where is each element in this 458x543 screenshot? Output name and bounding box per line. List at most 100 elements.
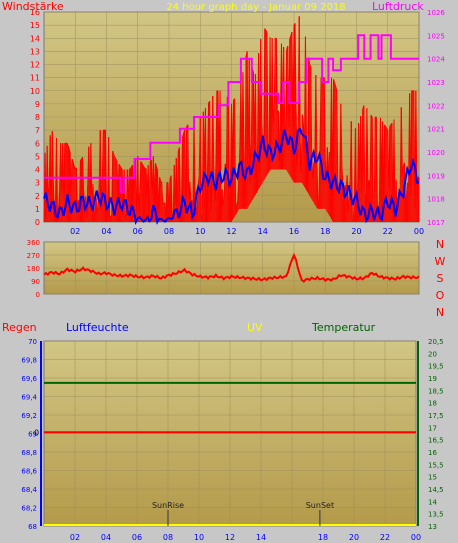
gust-mark — [222, 198, 225, 206]
gust-mark — [292, 25, 295, 127]
wind-tick-label: 11 — [30, 74, 40, 83]
gust-mark — [165, 182, 168, 220]
gust-mark — [351, 218, 354, 222]
gust-mark — [332, 79, 335, 198]
gust-mark — [323, 77, 326, 162]
hour-label: 00 — [414, 227, 424, 236]
gust-mark — [185, 126, 188, 210]
gust-mark — [168, 179, 171, 213]
wind-tick-label: 8 — [35, 113, 40, 122]
compass-label: N — [436, 306, 444, 319]
sun-annotations: SunRise SunSet — [152, 501, 334, 526]
hour-label: 10 — [194, 533, 204, 542]
climate-chart: 68 68,2 68,4 68,6 68,8 69 69,2 69,4 69,6 69,8 70 1… — [21, 338, 443, 542]
gust-mark — [209, 101, 212, 212]
gust-mark — [114, 156, 117, 160]
gust-mark — [95, 198, 98, 213]
temperature-tick-label: 19 — [428, 375, 437, 383]
gust-mark — [406, 182, 409, 196]
gust-mark — [363, 105, 366, 194]
compass-label: O — [436, 289, 445, 302]
humidity-tick-label: 69,4 — [21, 394, 37, 402]
gust-mark — [254, 74, 257, 179]
gust-mark — [143, 166, 146, 169]
wind-title: Windstärke — [2, 0, 64, 13]
hour-label: 18 — [320, 227, 330, 236]
direction-y-ticks: 0 90 180 270 360 — [27, 239, 40, 299]
gust-mark — [56, 137, 59, 222]
temperature-tick-label: 14,5 — [428, 486, 444, 494]
gust-mark — [51, 130, 54, 186]
gust-mark — [319, 77, 322, 149]
humidity-tick-label: 69,6 — [21, 375, 37, 383]
gust-mark — [82, 157, 85, 191]
gust-mark — [115, 158, 118, 162]
gust-mark — [113, 154, 116, 158]
rain-axis-label: 0 — [34, 428, 39, 437]
gust-mark — [401, 165, 404, 175]
gust-mark — [263, 28, 266, 152]
gust-mark — [307, 57, 310, 187]
hour-label: 04 — [101, 533, 111, 542]
gust-mark — [187, 124, 190, 205]
chart-title: 24 hour graph day - Januar 09 2018 — [166, 2, 345, 13]
gust-mark — [234, 98, 237, 215]
wind-tick-label: 2 — [35, 192, 40, 201]
gust-mark — [137, 156, 140, 214]
gust-mark — [71, 158, 74, 163]
wind-avg-line — [43, 127, 420, 225]
gust-mark — [336, 89, 339, 182]
gust-mark — [256, 148, 259, 179]
humidity-tick-label: 68 — [28, 523, 37, 531]
uv-title: UV — [247, 321, 263, 334]
gust-mark — [129, 168, 131, 170]
gust-mark — [197, 176, 200, 185]
gust-mark — [389, 124, 392, 127]
gust-mark — [96, 206, 99, 213]
temperature-tick-label: 14 — [428, 498, 437, 506]
gust-mark — [212, 95, 215, 167]
compass-label: N — [436, 238, 444, 251]
humidity-tick-label: 68,8 — [21, 449, 37, 457]
temperature-tick-label: 20 — [428, 350, 437, 358]
gust-mark — [315, 74, 318, 161]
gust-mark — [285, 49, 288, 141]
temperature-tick-label: 15,5 — [428, 461, 444, 469]
gust-mark — [383, 124, 386, 197]
humidity-title: Luftfeuchte — [66, 321, 129, 334]
gust-mark — [347, 196, 350, 213]
gust-mark — [72, 162, 75, 167]
wind-gust-series — [43, 16, 420, 223]
temperature-tick-label: 13 — [428, 523, 437, 531]
gust-mark — [371, 116, 374, 213]
humidity-tick-label: 68,2 — [21, 505, 37, 513]
gust-mark — [130, 166, 132, 169]
gust-mark — [273, 38, 276, 110]
gust-mark — [384, 124, 387, 127]
gust-mark — [388, 126, 391, 190]
gust-mark — [141, 163, 144, 166]
gust-mark — [228, 184, 231, 220]
gust-mark — [162, 202, 165, 205]
gust-mark — [139, 161, 142, 193]
gust-mark — [271, 38, 274, 126]
temperature-title: Temperatur — [311, 321, 376, 334]
temperature-tick-label: 19,5 — [428, 363, 444, 371]
wind-tick-label: 0 — [35, 218, 40, 227]
gust-mark — [400, 107, 403, 175]
gust-mark — [112, 150, 115, 155]
gust-mark — [393, 119, 396, 220]
gust-mark — [219, 90, 222, 220]
gust-mark — [298, 16, 301, 145]
gust-mark — [101, 130, 104, 179]
wind-tick-label: 9 — [35, 100, 40, 109]
gust-mark — [67, 144, 70, 149]
gust-mark — [170, 175, 173, 218]
compass-label: W — [435, 255, 446, 268]
gust-mark — [46, 145, 49, 196]
gust-mark — [66, 142, 69, 146]
pressure-tick-label: 1022 — [427, 102, 445, 110]
hour-label: 06 — [132, 533, 142, 542]
pressure-tick-label: 1017 — [427, 219, 445, 227]
